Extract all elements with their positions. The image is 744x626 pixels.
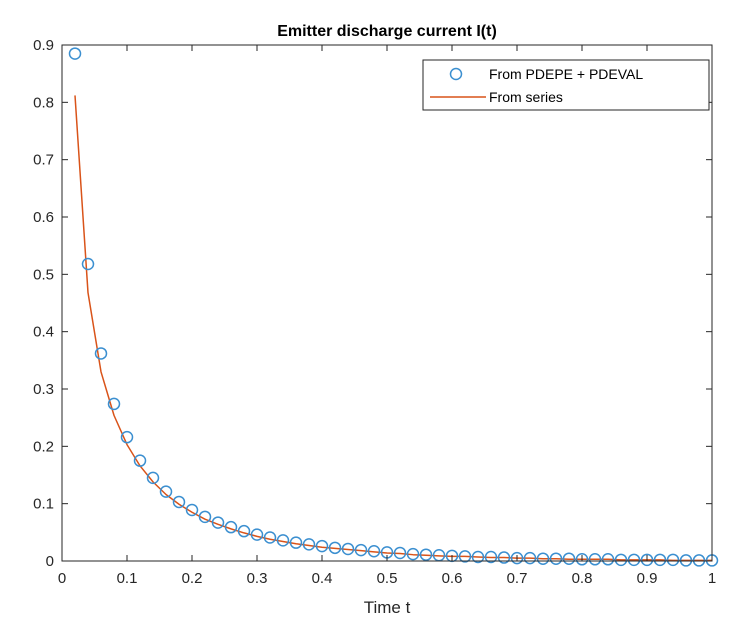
data-point-pdepe [211,516,225,529]
x-tick-label: 0.1 [117,570,138,587]
data-point-pdepe [458,550,472,563]
data-point-pdepe [224,520,238,534]
x-tick-label: 0.2 [182,570,203,587]
x-tick-label: 0.6 [442,570,463,587]
data-point-pdepe [627,553,641,567]
data-point-pdepe [484,550,498,564]
data-point-pdepe [406,547,420,561]
data-point-pdepe [393,546,407,560]
data-point-pdepe [354,543,368,557]
x-tick-label: 0.3 [247,570,268,587]
data-point-pdepe [549,552,563,565]
data-point-pdepe [419,548,433,561]
data-point-pdepe [198,510,212,524]
data-point-pdepe [614,553,628,567]
ticks-layer: 0 0.1 0.2 0.3 0.4 0.5 0.6 0.7 0.8 0.9 1 0 0.1 0.2 0.3 0… [33,37,716,587]
data-point-pdepe [471,550,485,564]
data-point-pdepe [250,528,264,541]
y-tick-label: 0.9 [33,37,54,54]
data-point-pdepe [328,541,342,555]
x-tick-label: 1 [708,570,716,587]
data-point-pdepe [523,551,537,565]
series-layer [68,47,719,567]
data-point-pdepe [692,554,706,567]
data-point-pdepe [237,524,251,538]
x-tick-label: 0.7 [507,570,528,587]
legend: From PDEPE + PDEVAL From series [422,59,710,111]
data-point-pdepe [575,553,589,566]
y-tick-label: 0.5 [33,266,54,283]
data-point-pdepe [289,536,303,549]
chart-title: Emitter discharge current I(t) [277,23,497,40]
data-point-pdepe [276,534,290,547]
data-point-pdepe [653,553,667,567]
legend-box [422,59,710,111]
data-point-pdepe [68,47,82,60]
y-tick-label: 0.8 [33,94,54,111]
data-point-pdepe [666,553,680,567]
plot-area [62,45,712,561]
data-point-pdepe [536,552,550,565]
y-tick-label: 0.7 [33,152,54,169]
legend-label-pdepe: From PDEPE + PDEVAL [489,66,643,82]
data-point-pdepe [159,485,173,498]
data-point-pdepe [640,553,654,567]
y-tick-label: 0 [46,553,54,570]
data-point-pdepe [679,554,693,567]
data-point-pdepe [302,538,316,551]
data-point-pdepe [601,553,615,566]
data-point-pdepe [263,531,277,544]
y-tick-label: 0.2 [33,438,54,455]
legend-marker-pdepe [449,67,463,81]
data-point-pdepe [146,471,160,485]
x-tick-label: 0.4 [312,570,333,587]
data-point-pdepe [367,545,381,558]
y-tick-label: 0.3 [33,381,54,398]
data-point-pdepe [562,552,576,565]
data-point-pdepe [510,551,524,565]
data-point-pdepe [107,397,121,411]
data-point-pdepe [497,551,511,564]
data-point-pdepe [133,454,147,467]
y-tick-label: 0.6 [33,209,54,226]
x-tick-label: 0.5 [377,570,398,587]
x-tick-label: 0.8 [572,570,593,587]
data-point-pdepe [172,495,186,509]
data-point-pdepe [81,257,95,271]
x-tick-label: 0.9 [637,570,658,587]
y-tick-label: 0.4 [33,324,54,341]
x-axis-label: Time t [364,598,411,617]
x-tick-label: 0 [58,570,66,587]
series-line-from-series [74,95,712,562]
data-point-pdepe [185,503,199,517]
data-point-pdepe [94,347,108,360]
data-point-pdepe [315,539,329,553]
y-tick-label: 0.1 [33,496,54,513]
data-point-pdepe [588,553,602,566]
data-point-pdepe [341,542,355,556]
legend-label-series: From series [489,89,563,105]
data-point-pdepe [120,430,134,444]
